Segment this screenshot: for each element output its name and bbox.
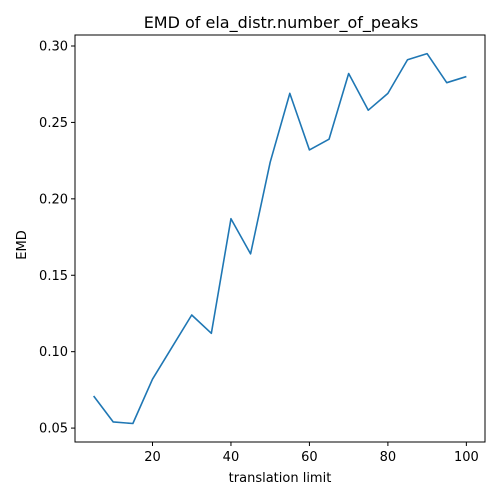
y-tick-label: 0.15 <box>39 269 68 284</box>
y-tick-label: 0.25 <box>39 116 68 131</box>
y-tick-label: 0.20 <box>39 192 68 207</box>
y-tick-label: 0.30 <box>39 40 68 55</box>
series-line-0 <box>93 52 467 425</box>
y-tick-label: 0.05 <box>39 422 68 437</box>
x-tick-label: 60 <box>301 450 318 465</box>
x-tick-label: 40 <box>223 450 240 465</box>
y-axis-ticks: 0.05 0.10 0.15 0.20 0.25 0.30 <box>39 40 75 437</box>
x-axis-ticks: 20 40 60 80 100 <box>144 442 479 465</box>
chart-title: EMD of ela_distr.number_of_peaks <box>144 13 419 33</box>
x-axis-label: translation limit <box>229 471 332 486</box>
x-tick-label: 100 <box>454 450 479 465</box>
plot-area <box>74 34 486 443</box>
y-axis-label: EMD <box>15 230 30 259</box>
x-tick-label: 20 <box>144 450 161 465</box>
y-tick-label: 0.10 <box>39 345 68 360</box>
axes-frame <box>74 34 486 443</box>
x-tick-label: 80 <box>380 450 397 465</box>
